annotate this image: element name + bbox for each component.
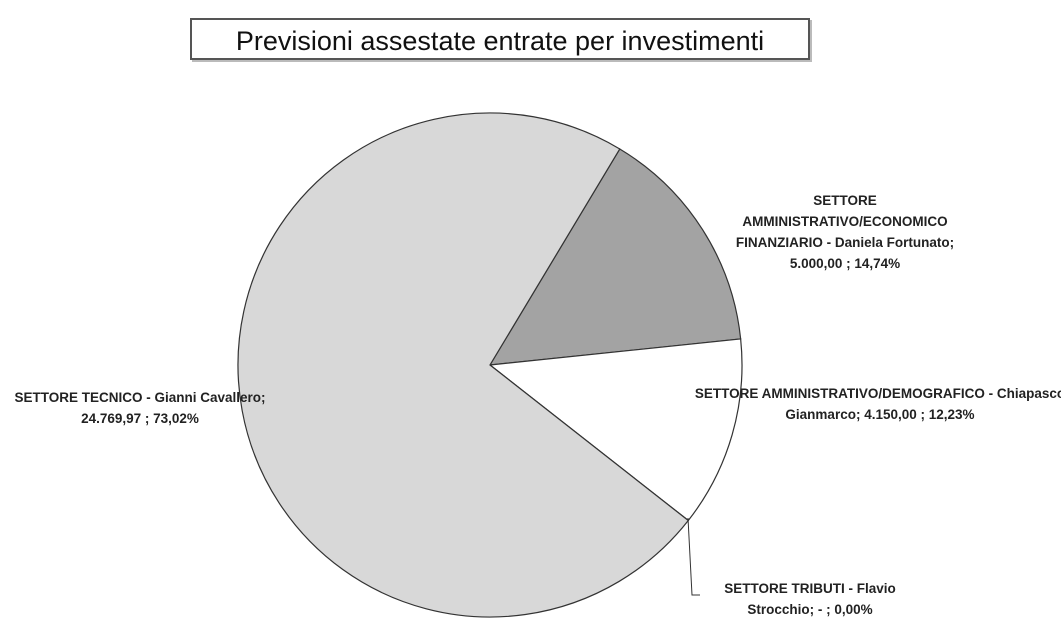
category-label: SETTORE AMMINISTRATIVO/DEMOGRAFICO - Chi… [694,386,1061,422]
leader-line [687,517,700,596]
value-label: - ; 0,00% [817,602,873,617]
category-label: SETTORE TECNICO - Gianni Cavallero; [14,390,266,405]
pie-slice [488,148,742,366]
category-label: SETTORE TRIBUTI - Flavio Strocchio; [724,581,896,617]
value-label: 4.150,00 ; 12,23% [864,407,975,422]
pie-slice [237,112,690,618]
category-label: SETTORE AMMINISTRATIVO/ECONOMICO FINANZI… [735,193,955,250]
chart-title: Previsioni assestate entrate per investi… [190,18,810,60]
data-label: SETTORE AMMINISTRATIVO/DEMOGRAFICO - Chi… [690,383,1061,425]
pie-slice [488,338,743,522]
data-label: SETTORE TRIBUTI - Flavio Strocchio; - ; … [695,578,925,620]
data-label: SETTORE TECNICO - Gianni Cavallero; 24.7… [10,387,270,429]
data-label: SETTORE AMMINISTRATIVO/ECONOMICO FINANZI… [710,190,980,274]
value-label: 5.000,00 ; 14,74% [789,256,901,271]
value-label: 24.769,97 ; 73,02% [81,411,199,426]
